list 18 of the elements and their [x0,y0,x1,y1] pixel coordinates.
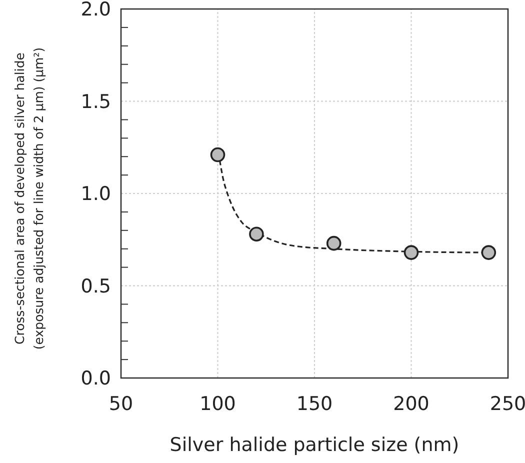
point [481,245,496,260]
y-tick-label: 1.5 [80,90,111,113]
text: (exposure adjusted for line width of 2 µm) (µm²) [31,47,46,350]
x-tick-label: 100 [200,393,236,415]
point [249,226,264,242]
point [326,236,342,251]
x-tick-label: 50 [108,393,134,415]
x-tick-label: 200 [393,393,430,415]
point [404,245,419,260]
x-tick-label: 150 [296,393,333,415]
point [210,147,226,162]
y-tick-label: 0.0 [80,368,111,390]
x-axis-title: Silver halide particle size (nm) [170,434,460,456]
y-tick-label: 2.0 [80,0,111,21]
x-tick-label: 250 [490,393,525,415]
text: Cross-sectional area of developed silver halide [12,52,27,344]
y-tick-label: 0.5 [80,275,111,298]
y-tick-label: 1.0 [80,183,111,206]
